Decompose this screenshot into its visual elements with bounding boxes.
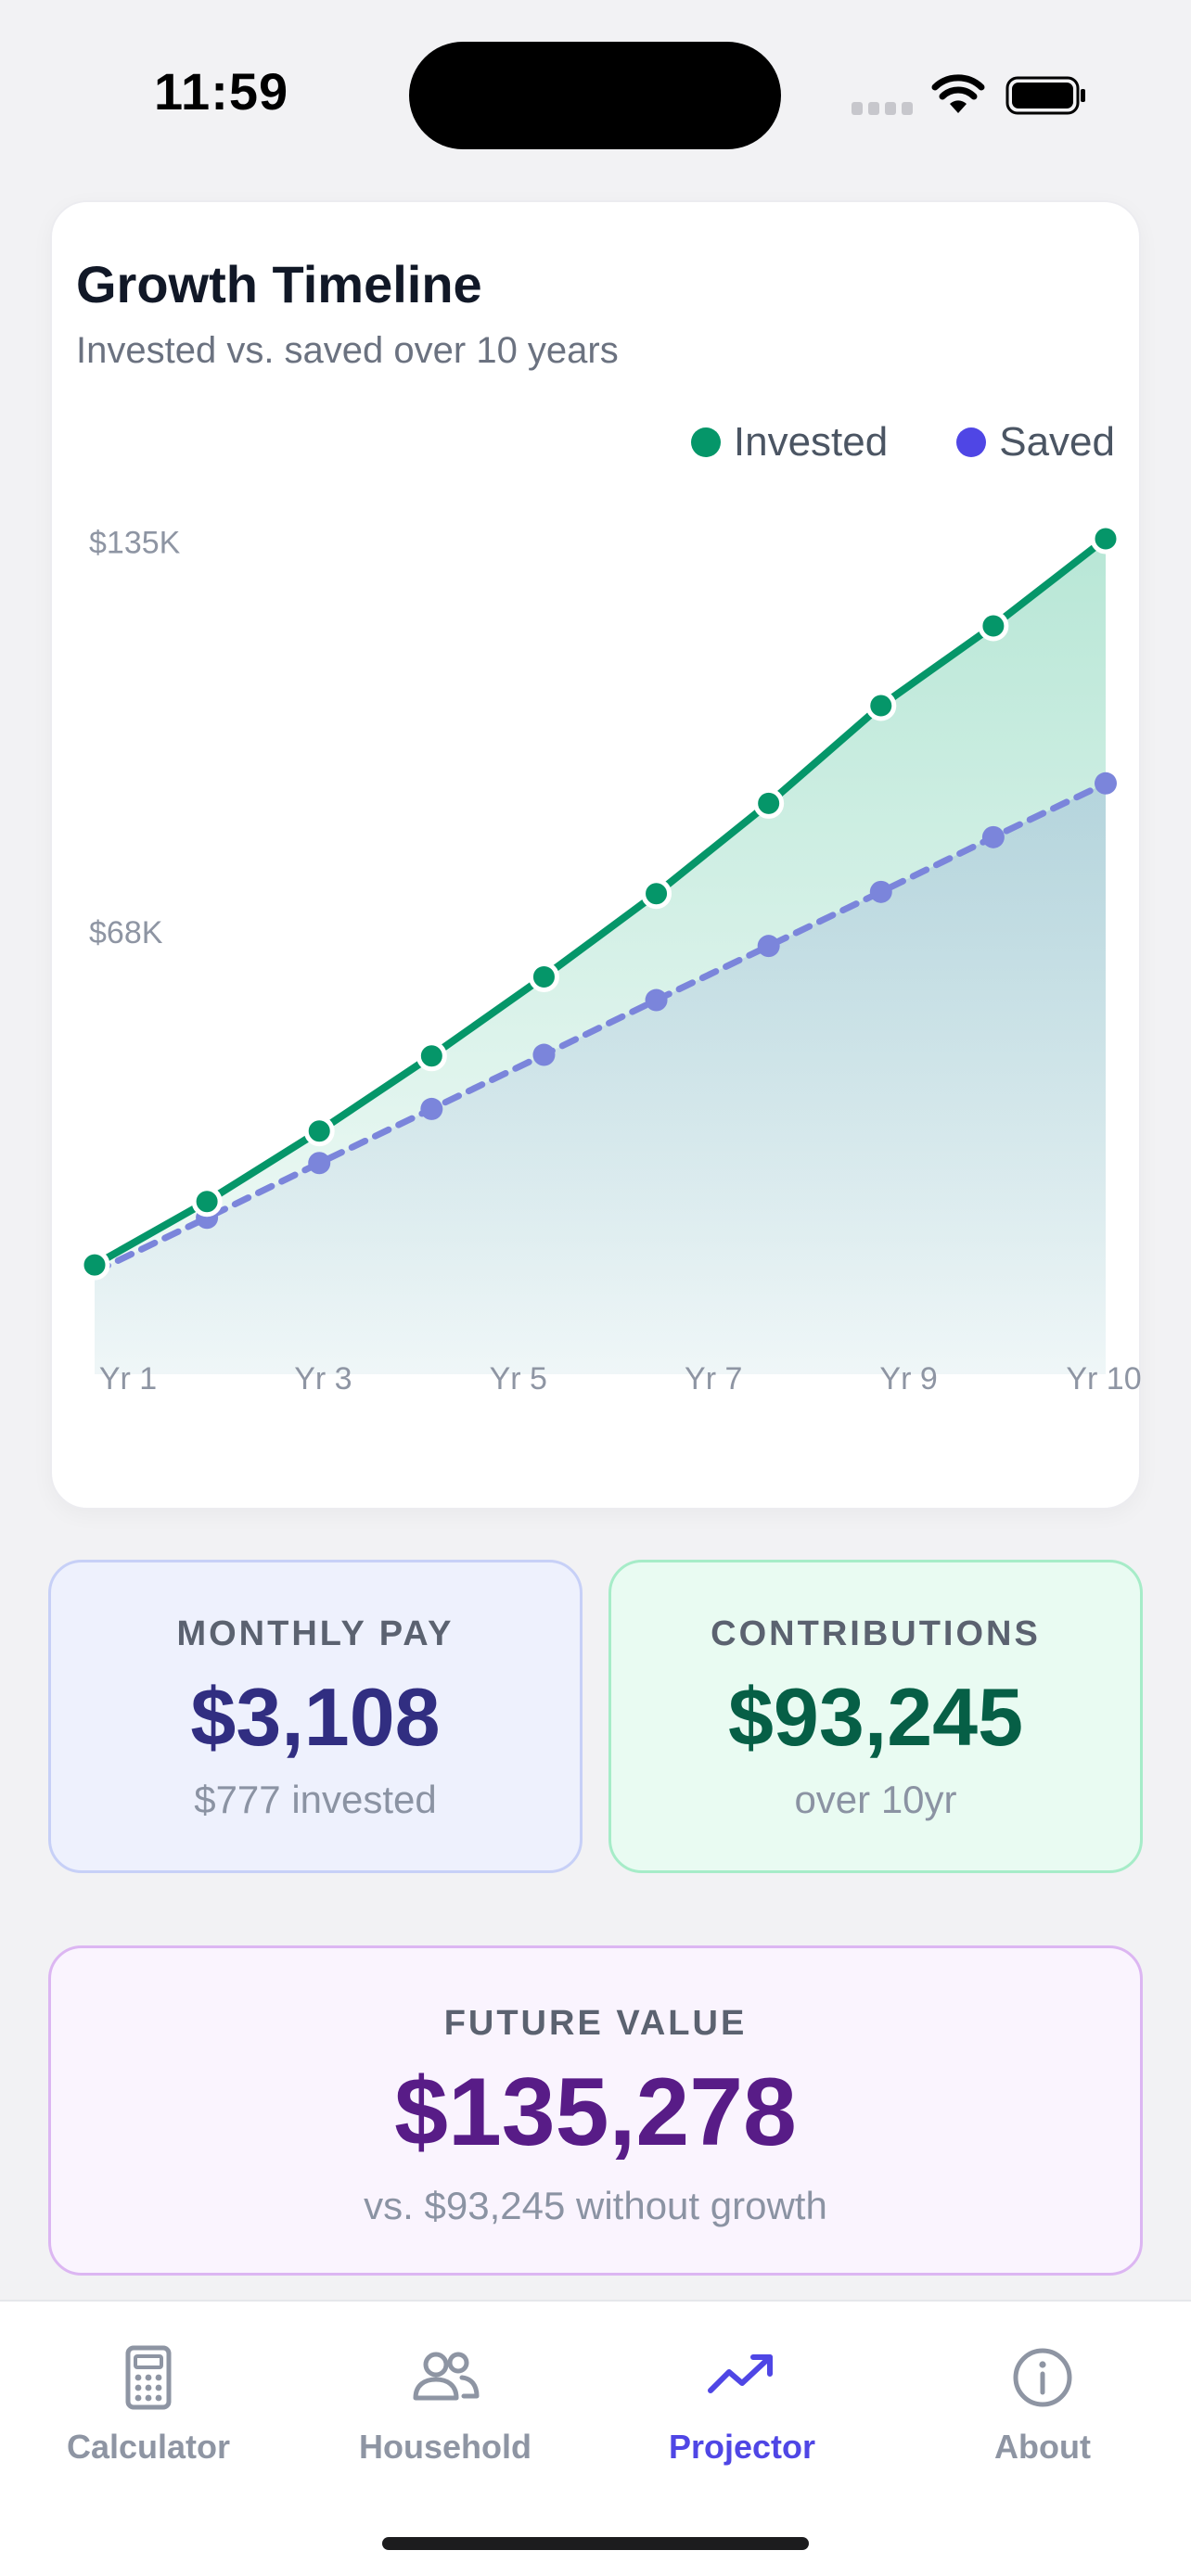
monthly-pay-sub: $777 invested [194,1778,437,1821]
x-tick-label: Yr 7 [685,1361,742,1396]
tab-calculator-label: Calculator [66,2428,231,2466]
legend-dot-invested [690,427,721,457]
future-value-label: FUTURE VALUE [443,2004,748,2043]
home-indicator [382,2537,809,2550]
info-icon [1013,2348,1072,2407]
trending-up-icon [708,2354,773,2393]
monthly-pay-card: MONTHLY PAY $3,108 $777 invested [48,1560,583,1873]
tab-about[interactable]: About [894,2344,1191,2483]
invested-point [191,1186,223,1218]
saved-area [95,783,1106,1374]
x-tick-label: Yr 9 [879,1361,937,1396]
invested-point [1090,523,1121,555]
legend-dot-saved [956,427,987,457]
dynamic-island [409,42,781,149]
invested-point [641,878,672,910]
saved-point [757,935,780,958]
contributions-value: $93,245 [727,1671,1024,1763]
y-tick-label: $135K [89,526,181,561]
contributions-card: CONTRIBUTIONS $93,245 over 10yr [608,1560,1143,1873]
saved-point [1095,772,1117,795]
chart-title: Growth Timeline [76,255,482,313]
invested-point [528,961,559,992]
invested-point [978,610,1009,642]
invested-point [79,1249,110,1281]
y-tick-label: $68K [89,915,163,950]
invested-line [91,535,1109,1269]
contributions-label: CONTRIBUTIONS [711,1614,1041,1653]
invested-point [303,1116,335,1147]
invested-point [865,690,897,721]
legend-label-invested: Invested [733,419,889,465]
tab-bar: Calculator Household Projector About [0,2300,1191,2576]
cellular-signal-icon [852,102,915,115]
tab-household[interactable]: Household [297,2344,594,2483]
legend-item-invested: Invested [690,419,889,465]
legend-item-saved: Saved [956,419,1115,465]
invested-point [753,787,785,819]
future-value-sub: vs. $93,245 without growth [364,2184,827,2227]
wifi-icon [931,74,985,113]
contributions-sub: over 10yr [794,1778,957,1821]
saved-point [308,1152,331,1175]
saved-point [645,988,668,1012]
saved-point [532,1043,556,1066]
battery-icon [1005,76,1085,115]
invested-point [416,1040,447,1072]
saved-point [981,825,1005,848]
status-bar: 11:59 [0,0,1191,167]
status-time: 11:59 [154,62,289,121]
tab-projector[interactable]: Projector [594,2344,890,2483]
growth-line-chart: $68K $135K Yr 1 Yr 3 Yr 5 Yr 7 Yr 9 Yr 10 [79,523,1142,1396]
tab-household-label: Household [359,2428,531,2466]
users-icon [413,2352,480,2401]
future-value-amount: $135,278 [394,2059,797,2166]
growth-timeline-card: Growth Timeline Invested vs. saved over … [50,200,1142,1510]
x-tick-label: Yr 5 [490,1361,547,1396]
x-tick-label: Yr 10 [1066,1361,1141,1396]
tab-calculator[interactable]: Calculator [0,2344,297,2483]
monthly-pay-value: $3,108 [190,1671,441,1763]
tab-about-label: About [994,2428,1091,2466]
monthly-pay-label: MONTHLY PAY [176,1614,455,1653]
chart-subtitle: Invested vs. saved over 10 years [76,330,619,371]
tab-projector-label: Projector [668,2428,816,2466]
saved-line [91,780,1109,1276]
legend-label-saved: Saved [999,419,1115,465]
x-tick-label: Yr 1 [99,1361,157,1396]
future-value-card: FUTURE VALUE $135,278 vs. $93,245 withou… [48,1945,1143,2276]
saved-point [869,880,892,903]
chart-legend: Invested Saved [690,419,1115,465]
saved-point [420,1097,443,1120]
x-tick-label: Yr 3 [294,1361,352,1396]
calculator-icon [125,2345,172,2410]
